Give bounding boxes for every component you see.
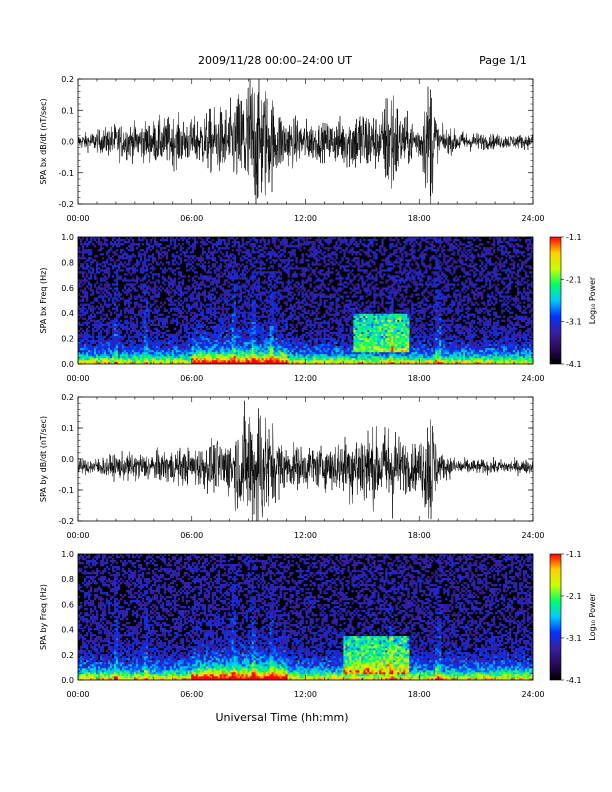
bx-spectrogram-panel: -1.1 -2.1 -3.1 -4.1 Log₁₀ Power 0.0 0.2 0.4 0.6 0… [39,233,597,383]
colorbar [549,553,562,681]
y-tick-label: -0.2 [58,517,74,526]
y-tick-label: -0.1 [58,169,74,178]
y-tick-label: 0.1 [61,106,74,115]
x-tick-label: 00:00 [66,690,89,699]
y-tick-label: 0.2 [61,393,74,402]
colorbar-tick-label: -4.1 [566,676,582,685]
x-tick-label: 12:00 [294,690,317,699]
x-tick-label: 24:00 [521,214,544,223]
x-tick-label: 18:00 [408,531,431,540]
x-tick-label: 00:00 [66,531,89,540]
x-tick-label: 00:00 [66,214,89,223]
x-tick-label: 24:00 [521,690,544,699]
y-tick-label: 0.2 [61,335,74,344]
x-tick-label: 12:00 [294,531,317,540]
y-tick-label: 0.4 [61,626,74,635]
colorbar-tick-label: -2.1 [566,275,582,284]
spectrogram-cells [78,237,533,364]
by-waveform-panel: -0.2 -0.1 0.0 0.1 0.2 00:00 06:00 12:00 18:00 24:… [39,393,545,540]
x-tick-label: 24:00 [521,374,544,383]
x-tick-label: 18:00 [408,374,431,383]
colorbar-tick-label: -4.1 [566,360,582,369]
colorbar-tick-label: -3.1 [566,634,582,643]
y-tick-label: 0.0 [61,455,74,464]
y-tick-label: 0.4 [61,309,74,318]
x-tick-label: 24:00 [521,531,544,540]
x-tick-label: 06:00 [180,531,203,540]
colorbar [549,236,562,365]
waveform-trace [78,79,533,204]
x-tick-label: 00:00 [66,374,89,383]
x-tick-label: 06:00 [180,690,203,699]
x-tick-label: 12:00 [294,214,317,223]
colorbar-label: Log₁₀ Power [588,593,597,641]
page-number: Page 1/1 [479,54,527,67]
by-spectrogram-panel: -1.1 -2.1 -3.1 -4.1 Log₁₀ Power 0.0 0.2 0.4 0.6 0… [39,550,597,699]
y-axis-title: SPA bx dB/dt (nT/sec) [39,98,48,184]
y-tick-label: 0.0 [61,138,74,147]
colorbar-tick-label: -2.1 [566,592,582,601]
spectrogram-cells [78,554,533,680]
y-tick-label: 0.6 [61,284,74,293]
x-tick-label: 18:00 [408,690,431,699]
y-axis-title: SPA by Freq (Hz) [39,584,48,650]
y-tick-label: 0.8 [61,575,74,584]
x-tick-label: 18:00 [408,214,431,223]
y-tick-label: 0.6 [61,600,74,609]
y-tick-label: 0.2 [61,75,74,84]
y-tick-label: 1.0 [61,550,74,559]
y-tick-label: 0.1 [61,424,74,433]
colorbar-tick-label: -1.1 [566,550,582,559]
page-title: 2009/11/28 00:00–24:00 UT [198,54,352,67]
colorbar-label: Log₁₀ Power [588,276,597,324]
y-axis-title: SPA bx Freq (Hz) [39,268,48,334]
x-tick-label: 12:00 [294,374,317,383]
y-tick-label: 0.0 [61,676,74,685]
waveform-trace [78,400,533,521]
y-tick-label: 1.0 [61,233,74,242]
y-tick-label: 0.2 [61,651,74,660]
bx-waveform-panel: -0.2 -0.1 0.0 0.1 0.2 00:00 06:00 12:00 18:00 24:… [39,75,545,223]
y-tick-label: 0.8 [61,258,74,267]
x-tick-label: 06:00 [180,214,203,223]
colorbar-tick-label: -3.1 [566,318,582,327]
x-axis-title: Universal Time (hh:mm) [216,711,349,724]
y-tick-label: -0.2 [58,200,74,209]
x-tick-label: 06:00 [180,374,203,383]
y-tick-label: 0.0 [61,360,74,369]
y-tick-label: -0.1 [58,486,74,495]
y-axis-title: SPA by dB/dt (nT/sec) [39,416,48,502]
colorbar-tick-label: -1.1 [566,233,582,242]
